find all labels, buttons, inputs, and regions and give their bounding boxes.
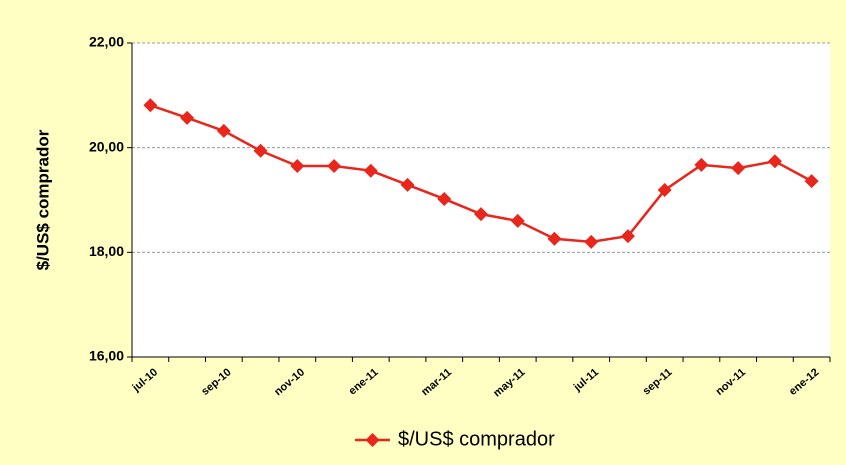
y-tick-label: 18,00 [89,243,124,259]
data-point [510,213,525,228]
data-point [804,174,819,189]
data-point [694,157,709,172]
y-tick-label: 16,00 [89,348,124,364]
y-tick-label: 22,00 [89,34,124,50]
legend-label: $/US$ comprador [398,428,555,450]
data-point [180,110,195,125]
data-point [767,154,782,169]
data-point [437,191,452,206]
legend-marker [365,433,380,447]
data-point [474,207,488,222]
data-point [290,158,305,173]
data-point [657,183,672,198]
data-point [327,158,342,173]
plot-area [132,43,830,357]
data-point [253,143,268,158]
data-point [400,177,415,192]
data-point [363,163,378,178]
data-point [216,123,231,138]
y-axis-label: $/US$ comprador [33,129,52,270]
data-point [620,229,635,244]
data-point [584,234,599,249]
data-point [143,98,158,113]
data-point [731,161,746,176]
y-tick-label: 20,00 [89,138,124,154]
data-point [547,231,562,246]
